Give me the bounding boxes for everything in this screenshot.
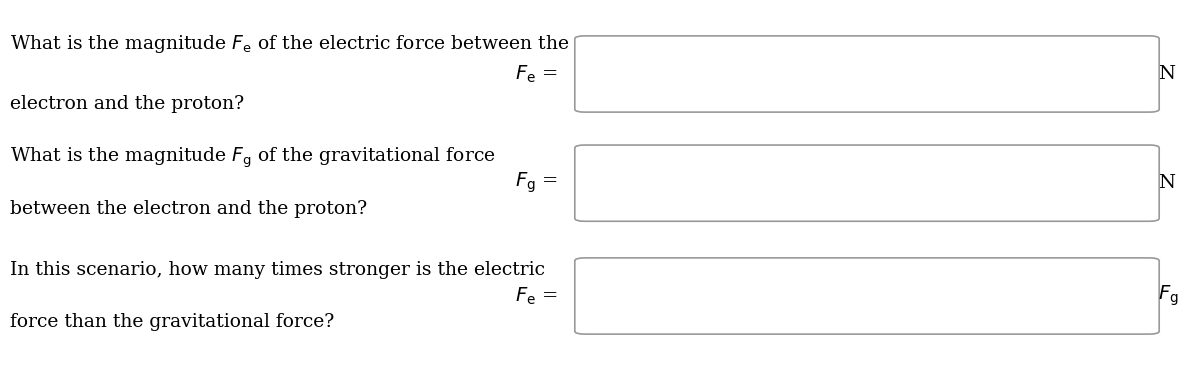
Text: electron and the proton?: electron and the proton? — [10, 95, 244, 112]
Text: What is the magnitude $F_{\mathrm{e}}$ of the electric force between the: What is the magnitude $F_{\mathrm{e}}$ o… — [10, 33, 569, 56]
Text: N: N — [1158, 174, 1175, 192]
Text: N: N — [1158, 65, 1175, 83]
Text: $F_{\mathrm{g}}$ =: $F_{\mathrm{g}}$ = — [515, 171, 558, 195]
Text: What is the magnitude $F_{\mathrm{g}}$ of the gravitational force: What is the magnitude $F_{\mathrm{g}}$ o… — [10, 145, 496, 169]
Text: In this scenario, how many times stronger is the electric: In this scenario, how many times stronge… — [10, 261, 545, 279]
Text: $F_{\mathrm{e}}$ =: $F_{\mathrm{e}}$ = — [515, 63, 558, 85]
Text: $F_{\mathrm{e}}$ =: $F_{\mathrm{e}}$ = — [515, 285, 558, 307]
FancyBboxPatch shape — [575, 258, 1159, 334]
FancyBboxPatch shape — [575, 145, 1159, 221]
FancyBboxPatch shape — [575, 36, 1159, 112]
Text: $F_{\mathrm{g}}$: $F_{\mathrm{g}}$ — [1158, 284, 1178, 308]
Text: between the electron and the proton?: between the electron and the proton? — [10, 200, 367, 218]
Text: force than the gravitational force?: force than the gravitational force? — [10, 313, 334, 331]
